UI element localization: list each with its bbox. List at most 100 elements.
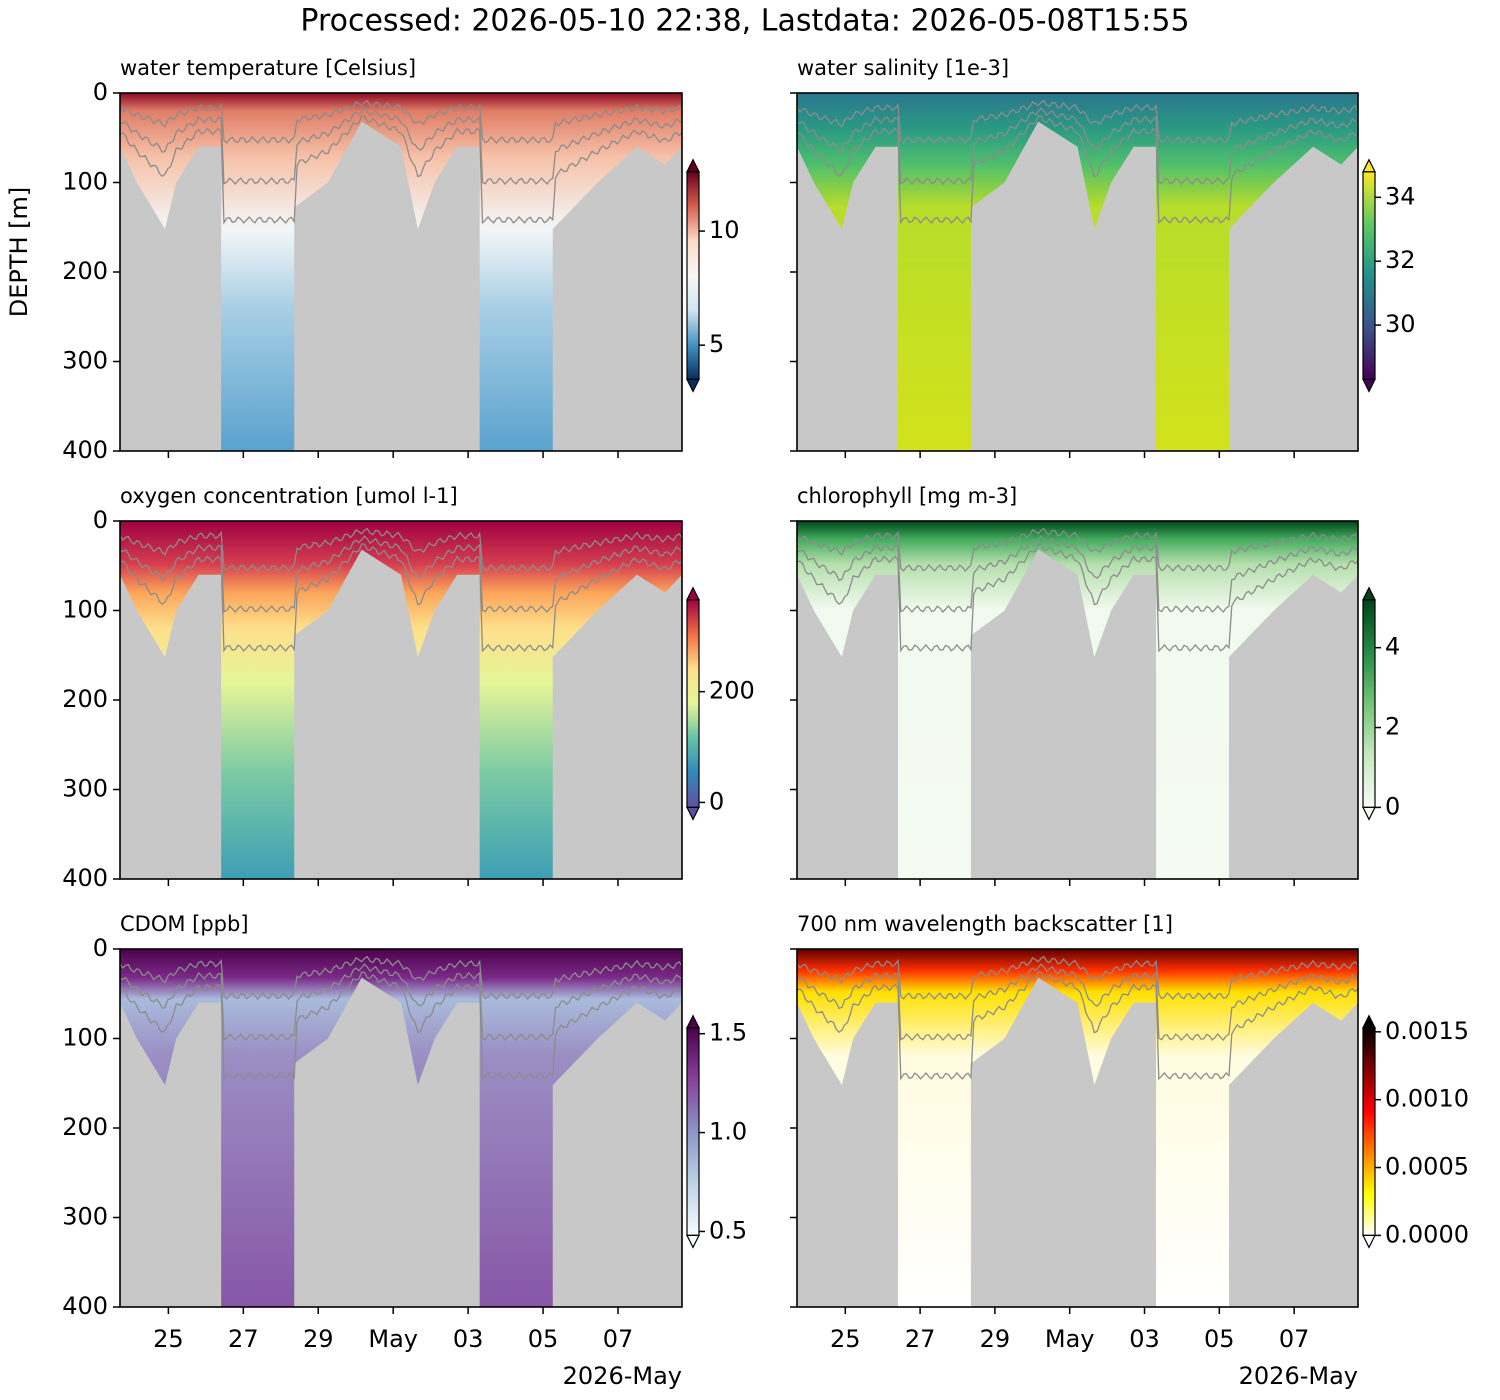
colorbar-extend-max (1362, 586, 1376, 601)
colorbar-tick-label: 1.0 (709, 1118, 747, 1146)
contour-line (796, 543, 1359, 653)
colorbar-tick-label: 0 (709, 787, 724, 815)
x-tick-label: 25 (153, 1325, 184, 1353)
y-tick-label: 200 (62, 1113, 108, 1141)
y-tick-label: 400 (62, 864, 108, 892)
field (797, 521, 1358, 879)
colorbar-tick-label: 5 (709, 330, 724, 358)
x-tick-label: 07 (1279, 1325, 1310, 1353)
colorbar-tick-label: 0 (1385, 792, 1400, 820)
contour-line (796, 107, 1359, 186)
panel: water salinity [1e-3] 30 32 34 (790, 56, 1416, 458)
colorbar-extend-min (686, 806, 700, 821)
colorbar-tick-label: 0.5 (709, 1216, 747, 1244)
x-tick-label: 29 (303, 1325, 334, 1353)
panel-title: chlorophyll [mg m-3] (797, 484, 1017, 508)
colorbar-tick-label: 0.0000 (1385, 1220, 1469, 1248)
y-tick-label: 100 (62, 168, 108, 196)
contour-line (119, 543, 683, 653)
panel: oxygen concentration [umol l-1] 0 100 200 30… (62, 484, 755, 892)
x-tick-label: 05 (528, 1325, 559, 1353)
x-tick-label: 27 (905, 1325, 936, 1353)
colorbar-extend-max (1362, 158, 1376, 173)
colorbar-extend-min (686, 1234, 700, 1249)
field (797, 949, 1358, 1307)
contour-line (796, 115, 1359, 225)
panel-title: water temperature [Celsius] (120, 56, 416, 80)
colorbar-extend-max (1362, 1014, 1376, 1029)
panel: chlorophyll [mg m-3] 0 2 4 (790, 484, 1400, 886)
colorbar-tick-label: 200 (709, 677, 755, 705)
contour-line (796, 955, 1359, 1000)
colorbar (1362, 171, 1376, 380)
y-tick-label: 300 (62, 775, 108, 803)
field (797, 93, 1358, 451)
y-tick-label: 400 (62, 1292, 108, 1320)
contour-line (796, 99, 1359, 144)
colorbar-tick-label: 2 (1385, 713, 1400, 741)
colorbar-tick-label: 32 (1385, 246, 1416, 274)
x-tick-label: 25 (830, 1325, 861, 1353)
colorbar-tick-label: 34 (1385, 182, 1416, 210)
contour-line (119, 99, 683, 144)
panel-title: CDOM [ppb] (120, 912, 249, 936)
field (120, 521, 682, 879)
x-tick-label: 03 (1129, 1325, 1160, 1353)
y-tick-label: 0 (93, 506, 108, 534)
y-tick-label: 200 (62, 685, 108, 713)
colorbar (686, 1027, 700, 1237)
colorbar-tick-label: 30 (1385, 310, 1416, 338)
colorbar (686, 599, 700, 809)
field (120, 949, 682, 1307)
colorbar-tick-label: 1.5 (709, 1019, 747, 1047)
y-tick-label: 400 (62, 436, 108, 464)
colorbar-tick-label: 0.0015 (1385, 1017, 1469, 1045)
colorbar-tick-label: 10 (709, 216, 740, 244)
panel-title: 700 nm wavelength backscatter [1] (797, 912, 1173, 936)
contour-line (796, 535, 1359, 614)
y-tick-label: 0 (93, 934, 108, 962)
colorbar-extend-min (1362, 806, 1376, 821)
colorbar-tick-label: 0.0005 (1385, 1153, 1469, 1181)
x-tick-label: 29 (980, 1325, 1011, 1353)
colorbar-extend-max (686, 586, 700, 601)
contour-line (119, 955, 683, 1000)
x-tick-label: 05 (1204, 1325, 1235, 1353)
y-axis-label: DEPTH [m] (5, 187, 33, 318)
contour-line (119, 107, 683, 186)
x-tick-label: May (368, 1325, 418, 1353)
colorbar-extend-min (1362, 1234, 1376, 1249)
colorbar-tick-label: 4 (1385, 633, 1400, 661)
colorbar-extend-min (686, 378, 700, 393)
panel: water temperature [Celsius] 0 100 200 300 400… (5, 56, 740, 464)
y-tick-label: 300 (62, 1203, 108, 1231)
colorbar (1362, 1027, 1376, 1237)
x-offset-label: 2026-May (1239, 1362, 1358, 1390)
x-tick-label: 27 (228, 1325, 259, 1353)
colorbar-extend-max (686, 158, 700, 173)
field (120, 93, 682, 451)
panel: 700 nm wavelength backscatter [1] 25 27 29 M… (790, 912, 1469, 1390)
y-tick-label: 0 (93, 78, 108, 106)
panel-title: water salinity [1e-3] (797, 56, 1009, 80)
colorbar (686, 171, 700, 380)
colorbar (1362, 599, 1376, 809)
colorbar-tick-label: 0.0010 (1385, 1085, 1469, 1113)
x-tick-label: 03 (453, 1325, 484, 1353)
y-tick-label: 300 (62, 347, 108, 375)
contour-line (796, 963, 1359, 1042)
y-tick-label: 200 (62, 257, 108, 285)
y-tick-label: 100 (62, 1024, 108, 1052)
contour-line (119, 535, 683, 614)
contour-line (119, 971, 683, 1081)
y-tick-label: 100 (62, 596, 108, 624)
panel-title: oxygen concentration [umol l-1] (120, 484, 458, 508)
x-offset-label: 2026-May (563, 1362, 682, 1390)
contour-line (119, 115, 683, 225)
contour-line (796, 971, 1359, 1081)
contour-line (119, 963, 683, 1042)
x-tick-label: May (1045, 1325, 1095, 1353)
colorbar-extend-max (686, 1014, 700, 1029)
